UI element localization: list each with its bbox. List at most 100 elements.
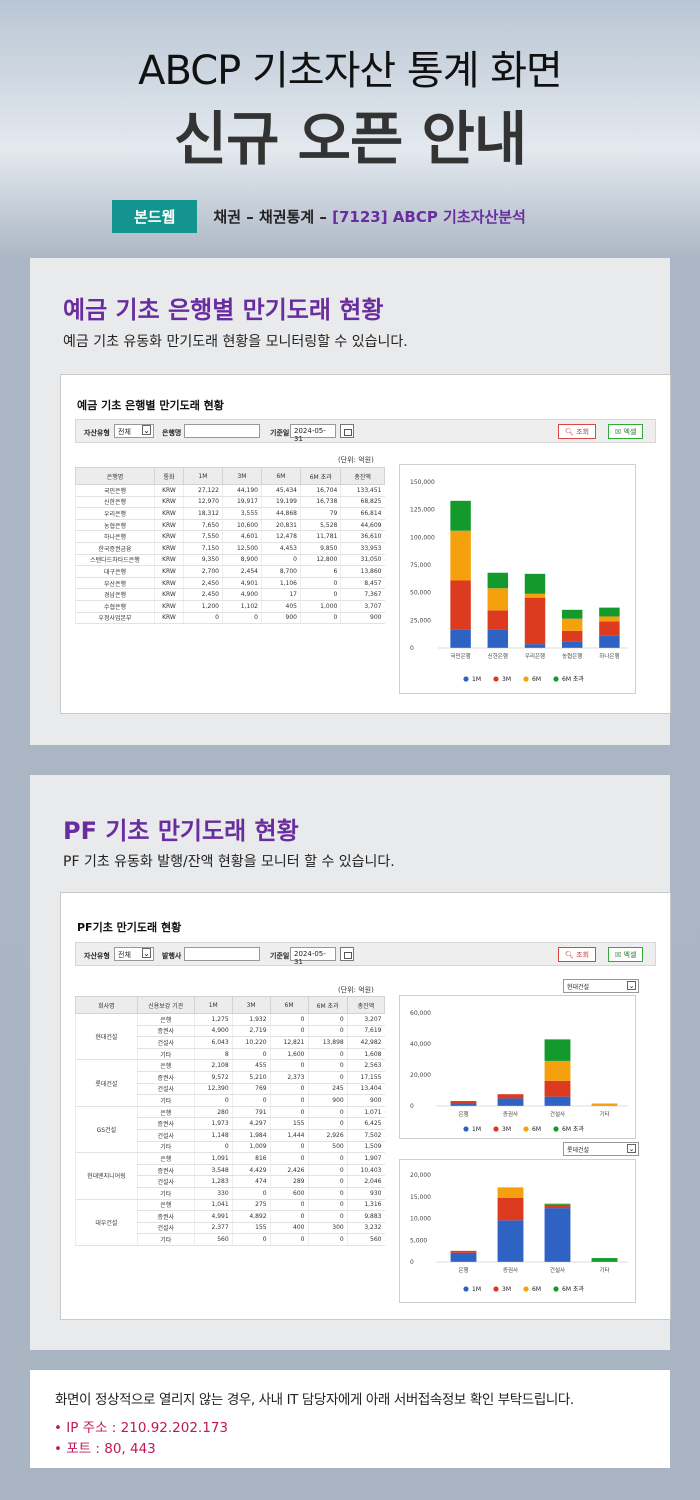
legend-label: 6M (532, 676, 541, 683)
asset-type-value: 전체 (118, 428, 131, 436)
notice-text: 화면이 정상적으로 열리지 않는 경우, 사내 IT 담당자에게 아래 서버접속… (55, 1392, 574, 1408)
bar-segment-6m (544, 1060, 571, 1081)
table-cell: 0 (269, 1083, 308, 1096)
bar-segment-3m (544, 1080, 571, 1097)
hero-title-line2: 신규 오픈 안내 (173, 105, 528, 173)
calendar-icon[interactable] (340, 947, 354, 961)
table-row: 기타 0 1,009 0 500 1,509 (76, 1141, 385, 1154)
table-cell: 0 (307, 1210, 348, 1223)
table-cell: KRW (153, 565, 184, 578)
table-cell: 16,738 (299, 496, 341, 509)
excel-button[interactable]: ☒ 엑셀 (608, 947, 644, 962)
company-select-value: 현대건설 (567, 984, 590, 991)
bank-name-input[interactable] (184, 424, 260, 438)
port-info: • 포트 : 80, 443 (54, 1441, 156, 1457)
company-cell: GS건설 (75, 1106, 138, 1154)
table-cell: 0 (269, 1233, 308, 1246)
search-button[interactable]: 🔍︎ 조회 (558, 947, 597, 962)
bar-segment-6m-초과 (544, 1039, 571, 1061)
table-cell: 은행 (136, 1106, 195, 1119)
table-cell: 은행 (136, 1013, 195, 1026)
table-cell: 건설사 (136, 1222, 195, 1235)
table-cell: 증권사 (136, 1210, 195, 1223)
pf-chart-bottom: 0 5,000 10,000 15,000 20,000 은행 증권사 건설사 기타 1M 3M 6M… (399, 1159, 636, 1303)
column-header: 3M (231, 996, 271, 1014)
asset-type-select[interactable]: 전체 ⌄ (114, 947, 154, 961)
table-cell: 455 (231, 1059, 271, 1072)
chevron-down-icon: ⌄ (142, 425, 151, 435)
legend-marker (493, 1286, 499, 1292)
bank-stacked-bar-chart: 0 25,000 50,000 75,000 100,000 125,000 150,000… (410, 479, 628, 683)
legend-marker (523, 1286, 529, 1292)
table-cell: 1,984 (231, 1129, 271, 1142)
table-cell: 289 (269, 1175, 308, 1188)
table-cell: 하나은행 (75, 530, 155, 543)
base-date-input[interactable]: 2024-05-31 (290, 424, 336, 443)
table-cell: 0 (231, 1233, 271, 1246)
column-header: 6M 초과 (299, 467, 342, 485)
x-tick-label: 은행 (458, 1266, 468, 1274)
bar-segment-1m (544, 1208, 571, 1262)
y-tick-label: 0 (410, 1259, 414, 1266)
table-cell: 0 (307, 1233, 348, 1246)
legend-label: 3M (502, 676, 511, 683)
table-cell: 1,102 (221, 600, 262, 613)
asset-type-label: 자산유형 (84, 429, 110, 437)
menu-path-screen: [7123] ABCP 기초자산분석 (332, 207, 526, 226)
x-tick-label: 증권사 (503, 1110, 518, 1118)
screen-title: PF기초 만기도래 현황 (77, 921, 182, 934)
calendar-icon[interactable] (340, 424, 354, 438)
bar-segment-1m (544, 1096, 571, 1106)
y-tick-label: 100,000 (410, 534, 435, 541)
x-tick-label: 은행 (458, 1110, 468, 1118)
company-select-top[interactable]: 현대건설 ⌄ (563, 979, 639, 993)
x-tick-label: 건설사 (550, 1110, 565, 1118)
table-cell: 3,548 (193, 1164, 233, 1177)
table-cell: 1,000 (299, 600, 341, 613)
table-cell: 0 (269, 1013, 308, 1026)
table-cell: 36,610 (340, 530, 385, 543)
table-cell: 7,550 (182, 530, 223, 543)
y-tick-label: 50,000 (410, 590, 431, 597)
bar-segment-3m (450, 1101, 477, 1105)
legend-marker (553, 1126, 559, 1132)
table-cell: 500 (307, 1141, 348, 1154)
table-cell: 2,926 (307, 1129, 348, 1142)
company-cell: 현대건설 (75, 1013, 138, 1061)
table-cell: 기타 (136, 1094, 195, 1107)
hero-title-line1: ABCP 기초자산 통계 화면 (138, 48, 563, 94)
y-tick-label: 20,000 (410, 1172, 431, 1179)
legend-label: 1M (472, 676, 481, 683)
table-cell: 44,868 (260, 507, 301, 520)
bar-segment-1m (497, 1220, 524, 1262)
table-cell: 0 (269, 1199, 308, 1212)
table-cell: 9,883 (346, 1210, 385, 1223)
search-button[interactable]: 🔍︎ 조회 (558, 424, 597, 439)
table-cell: 0 (307, 1117, 348, 1130)
table-cell: 은행 (136, 1059, 195, 1072)
table-cell: 1,608 (346, 1048, 385, 1061)
table-cell: 79 (299, 507, 341, 520)
column-header: 6M 초과 (307, 996, 348, 1014)
table-cell: 68,825 (340, 496, 385, 509)
filter-bar: 자산유형 전체 ⌄ 은행명 기준일 2024-05-31 🔍︎ 조회 ☒ 엑셀 (75, 419, 656, 443)
bank-maturity-table: 은행명 통화 1M 3M 6M 6M 초과 총잔액 국민은행 KRW 27,122 44,190 4… (75, 467, 385, 625)
table-cell: 1,009 (231, 1141, 271, 1154)
table-cell: 1,600 (269, 1048, 308, 1061)
table-cell: 7,619 (346, 1025, 385, 1038)
excel-button[interactable]: ☒ 엑셀 (608, 424, 644, 439)
column-header: 신용보강 기관 (136, 996, 195, 1014)
asset-type-select[interactable]: 전체 ⌄ (114, 424, 154, 438)
table-row: 증권사 1,973 4,297 155 0 6,425 (76, 1117, 385, 1130)
table-cell: 0 (307, 1025, 348, 1038)
table-cell: 0 (231, 1094, 271, 1107)
table-cell: 9,572 (193, 1071, 233, 1084)
company-select-bottom[interactable]: 롯데건설 ⌄ (563, 1142, 639, 1156)
table-cell: 330 (193, 1187, 233, 1200)
table-cell: 4,901 (221, 577, 262, 590)
table-cell: 2,450 (182, 588, 223, 601)
bar-segment-3m (450, 580, 471, 630)
issuer-input[interactable] (184, 947, 260, 961)
base-date-input[interactable]: 2024-05-31 (290, 947, 336, 966)
table-cell: 기타 (136, 1141, 195, 1154)
